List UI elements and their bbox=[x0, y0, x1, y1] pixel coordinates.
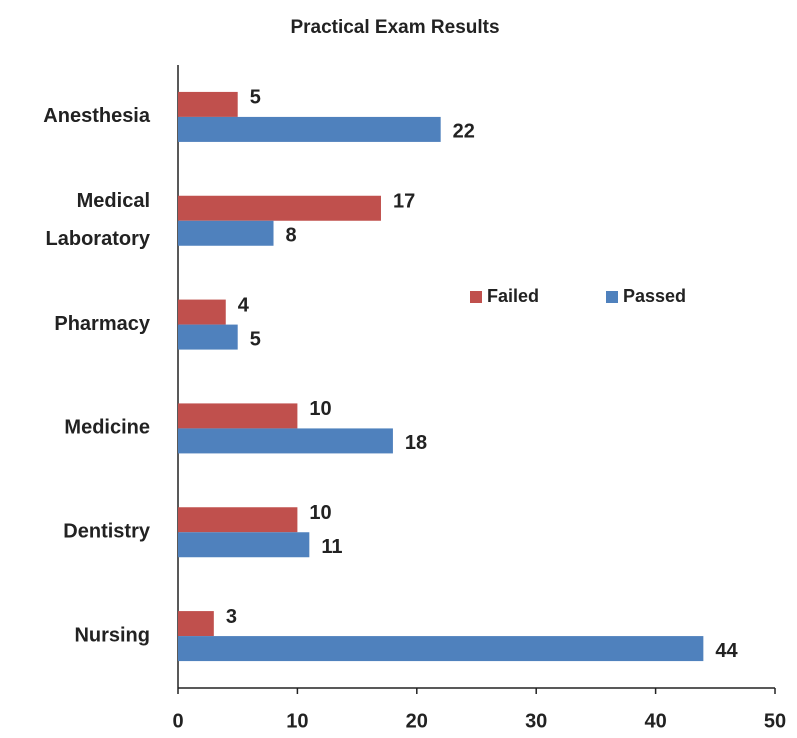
bar bbox=[178, 507, 298, 533]
legend-label: Failed bbox=[487, 286, 539, 306]
bar bbox=[178, 324, 238, 350]
legend-swatch bbox=[470, 291, 482, 303]
bar bbox=[178, 636, 704, 662]
x-tick-label: 20 bbox=[406, 710, 428, 732]
bar bbox=[178, 195, 381, 221]
bar bbox=[178, 532, 310, 558]
data-label: 4 bbox=[238, 294, 250, 316]
data-label: 10 bbox=[309, 502, 331, 524]
x-tick-label: 50 bbox=[764, 710, 786, 732]
data-label: 11 bbox=[321, 536, 342, 558]
y-tick-label: Anesthesia bbox=[43, 105, 151, 127]
y-tick-label: Medicine bbox=[64, 417, 150, 439]
data-label: 8 bbox=[286, 225, 297, 247]
x-tick-label: 0 bbox=[172, 710, 183, 732]
legend-label: Passed bbox=[623, 286, 686, 306]
y-tick-label: Nursing bbox=[74, 624, 150, 646]
y-tick-label: Pharmacy bbox=[54, 313, 150, 335]
data-label: 3 bbox=[226, 606, 237, 628]
data-label: 44 bbox=[715, 640, 738, 662]
data-label: 10 bbox=[309, 398, 331, 420]
data-label: 5 bbox=[250, 328, 261, 350]
x-tick-label: 10 bbox=[286, 710, 308, 732]
bar bbox=[178, 116, 441, 142]
data-label: 18 bbox=[405, 432, 427, 454]
x-tick-label: 40 bbox=[644, 710, 666, 732]
bar bbox=[178, 403, 298, 429]
data-label: 17 bbox=[393, 191, 415, 213]
bar bbox=[178, 428, 393, 454]
data-label: 22 bbox=[453, 121, 475, 143]
y-tick-label: Medical Laboratory bbox=[46, 190, 151, 250]
y-tick-label: Dentistry bbox=[63, 521, 151, 543]
bar bbox=[178, 91, 238, 117]
bar bbox=[178, 299, 226, 325]
data-label: 5 bbox=[250, 87, 261, 109]
legend-swatch bbox=[606, 291, 618, 303]
x-tick-label: 30 bbox=[525, 710, 547, 732]
bar bbox=[178, 220, 274, 246]
chart-title: Practical Exam Results bbox=[290, 17, 499, 38]
bar bbox=[178, 611, 214, 637]
